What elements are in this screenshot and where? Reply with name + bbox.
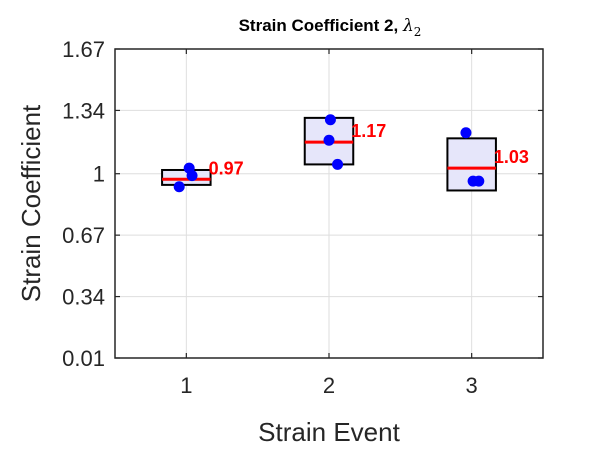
data-point: [332, 158, 344, 170]
median-label-3: 1.03: [494, 147, 529, 167]
chart-title-symbol: λ: [402, 16, 414, 36]
x-tick-label: 1: [180, 373, 192, 398]
grid: [115, 48, 543, 359]
x-tick-label: 2: [323, 373, 335, 398]
median-label-1: 0.97: [209, 158, 244, 178]
data-point: [173, 181, 185, 193]
y-tick-label: 0.67: [62, 223, 105, 248]
x-axis-label: Strain Event: [258, 417, 400, 447]
y-tick-label: 1.67: [62, 37, 105, 62]
median-label-2: 1.17: [351, 121, 386, 141]
data-points: [173, 114, 485, 193]
data-point: [460, 127, 472, 139]
data-point: [473, 175, 485, 187]
chart-title-subscript: 2: [414, 25, 422, 39]
data-point: [186, 170, 198, 182]
chart-title: Strain Coefficient 2, λ2: [239, 16, 422, 39]
axis-ticks: 0.01 0.34 0.67 1 1.34 1.67 1 2 3: [62, 37, 543, 398]
chart-title-text: Strain Coefficient 2,: [239, 16, 403, 35]
x-tick-label: 3: [466, 373, 478, 398]
data-point: [323, 134, 335, 146]
boxes: 0.97 1.17 1.03: [161, 116, 529, 192]
y-tick-label: 0.34: [62, 285, 105, 310]
y-tick-label: 1.34: [62, 98, 105, 123]
y-tick-label: 0.01: [62, 346, 105, 371]
data-point: [324, 114, 336, 126]
y-tick-label: 1: [93, 162, 105, 187]
y-axis-label: Strain Coefficient: [16, 104, 46, 302]
